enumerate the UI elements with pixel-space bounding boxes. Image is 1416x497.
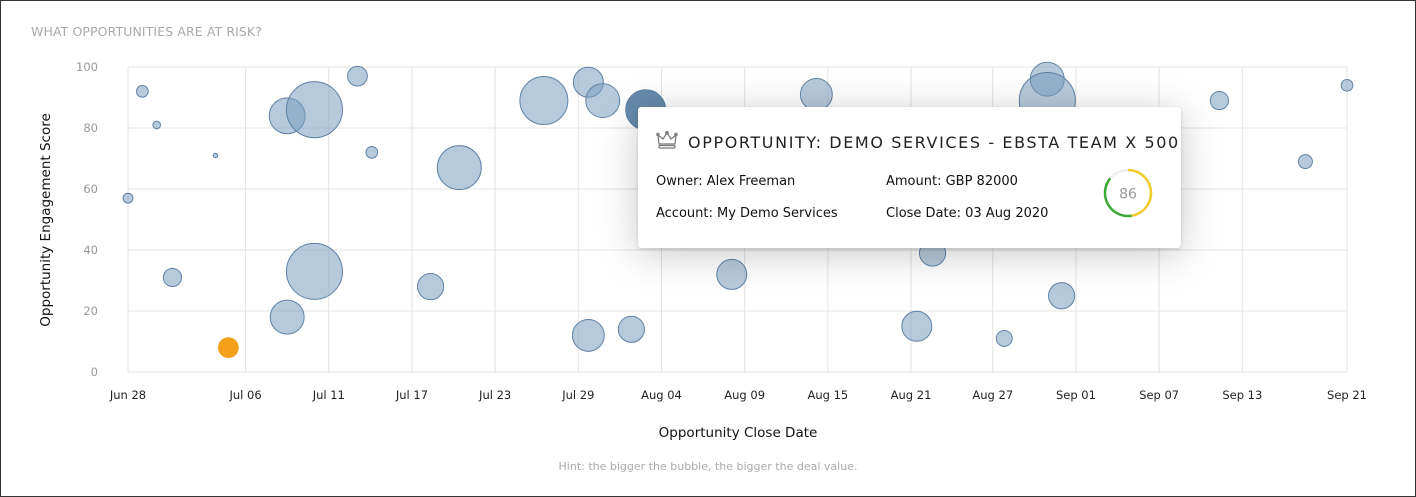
- x-tick-label: Jun 28: [109, 388, 146, 402]
- x-axis-ticks: Jun 28 Jul 06 Jul 11 Jul 17 Jul 23 Jul 29 Aug …: [109, 388, 1367, 402]
- bubble[interactable]: [285, 81, 343, 139]
- x-tick-label: Jul 23: [478, 388, 511, 402]
- x-tick-label: Sep 21: [1327, 388, 1367, 402]
- bubble[interactable]: [799, 78, 833, 111]
- tooltip-account: Account: My Demo Services: [656, 206, 838, 221]
- tooltip-title: OPPORTUNITY: DEMO SERVICES - EBSTA TEAM …: [688, 132, 1180, 152]
- y-tick-label: 100: [76, 60, 98, 74]
- gauge-score: 86: [1119, 187, 1137, 203]
- hint-text: Hint: the bigger the bubble, the bigger …: [558, 460, 858, 473]
- opportunity-tooltip: OPPORTUNITY: DEMO SERVICES - EBSTA TEAM …: [638, 107, 1181, 248]
- y-axis-title: Opportunity Engagement Score: [38, 113, 54, 327]
- x-tick-label: Jul 06: [229, 388, 262, 402]
- x-tick-label: Aug 15: [807, 388, 848, 402]
- gauge-arc-yellow: [1127, 168, 1153, 217]
- bubble[interactable]: [212, 152, 219, 159]
- bubble[interactable]: [269, 299, 305, 335]
- bubble[interactable]: [417, 273, 445, 301]
- gauge-arc-green: [1103, 177, 1132, 218]
- bubble-at-risk[interactable]: [218, 337, 239, 358]
- bubble[interactable]: [347, 65, 368, 87]
- bubble[interactable]: [1209, 90, 1229, 111]
- bubble[interactable]: [1340, 78, 1354, 92]
- x-tick-label: Aug 21: [891, 388, 932, 402]
- tooltip-owner: Owner: Alex Freeman: [656, 174, 796, 189]
- bubble[interactable]: [716, 258, 748, 290]
- tooltip-amount: Amount: GBP 82000: [886, 174, 1018, 189]
- x-tick-label: Sep 13: [1222, 388, 1262, 402]
- bubble[interactable]: [585, 83, 621, 119]
- y-axis-ticks: 0 20 40 60 80 100: [76, 60, 98, 379]
- bubble[interactable]: [436, 145, 482, 191]
- bubble[interactable]: [571, 318, 605, 352]
- y-tick-label: 40: [83, 243, 98, 257]
- x-tick-label: Jul 29: [561, 388, 594, 402]
- bubble[interactable]: [617, 315, 645, 343]
- engagement-score-gauge: 86: [1103, 168, 1153, 218]
- bubble[interactable]: [285, 242, 343, 300]
- x-axis-title: Opportunity Close Date: [659, 425, 818, 441]
- x-tick-label: Aug 09: [724, 388, 765, 402]
- bubble[interactable]: [901, 310, 933, 342]
- bubble[interactable]: [365, 146, 379, 159]
- bubble[interactable]: [1048, 282, 1076, 310]
- widget-title: WHAT OPPORTUNITIES ARE AT RISK?: [31, 24, 262, 39]
- bubble[interactable]: [152, 120, 162, 130]
- y-tick-label: 20: [83, 304, 98, 318]
- x-tick-label: Jul 17: [395, 388, 428, 402]
- bubble[interactable]: [1297, 154, 1313, 170]
- bubble[interactable]: [995, 329, 1013, 347]
- bubble[interactable]: [162, 267, 183, 288]
- y-tick-label: 0: [91, 365, 98, 379]
- x-tick-label: Aug 04: [641, 388, 682, 402]
- x-tick-label: Aug 27: [972, 388, 1013, 402]
- crown-icon: [656, 130, 678, 153]
- x-tick-label: Sep 01: [1056, 388, 1096, 402]
- bubble[interactable]: [122, 192, 134, 204]
- bubbles: [122, 61, 1354, 358]
- bubble[interactable]: [135, 85, 149, 98]
- y-tick-label: 80: [83, 121, 98, 135]
- x-tick-label: Jul 11: [312, 388, 345, 402]
- x-tick-label: Sep 07: [1139, 388, 1179, 402]
- y-tick-label: 60: [83, 182, 98, 196]
- bubble[interactable]: [519, 76, 569, 126]
- tooltip-close-date: Close Date: 03 Aug 2020: [886, 206, 1049, 221]
